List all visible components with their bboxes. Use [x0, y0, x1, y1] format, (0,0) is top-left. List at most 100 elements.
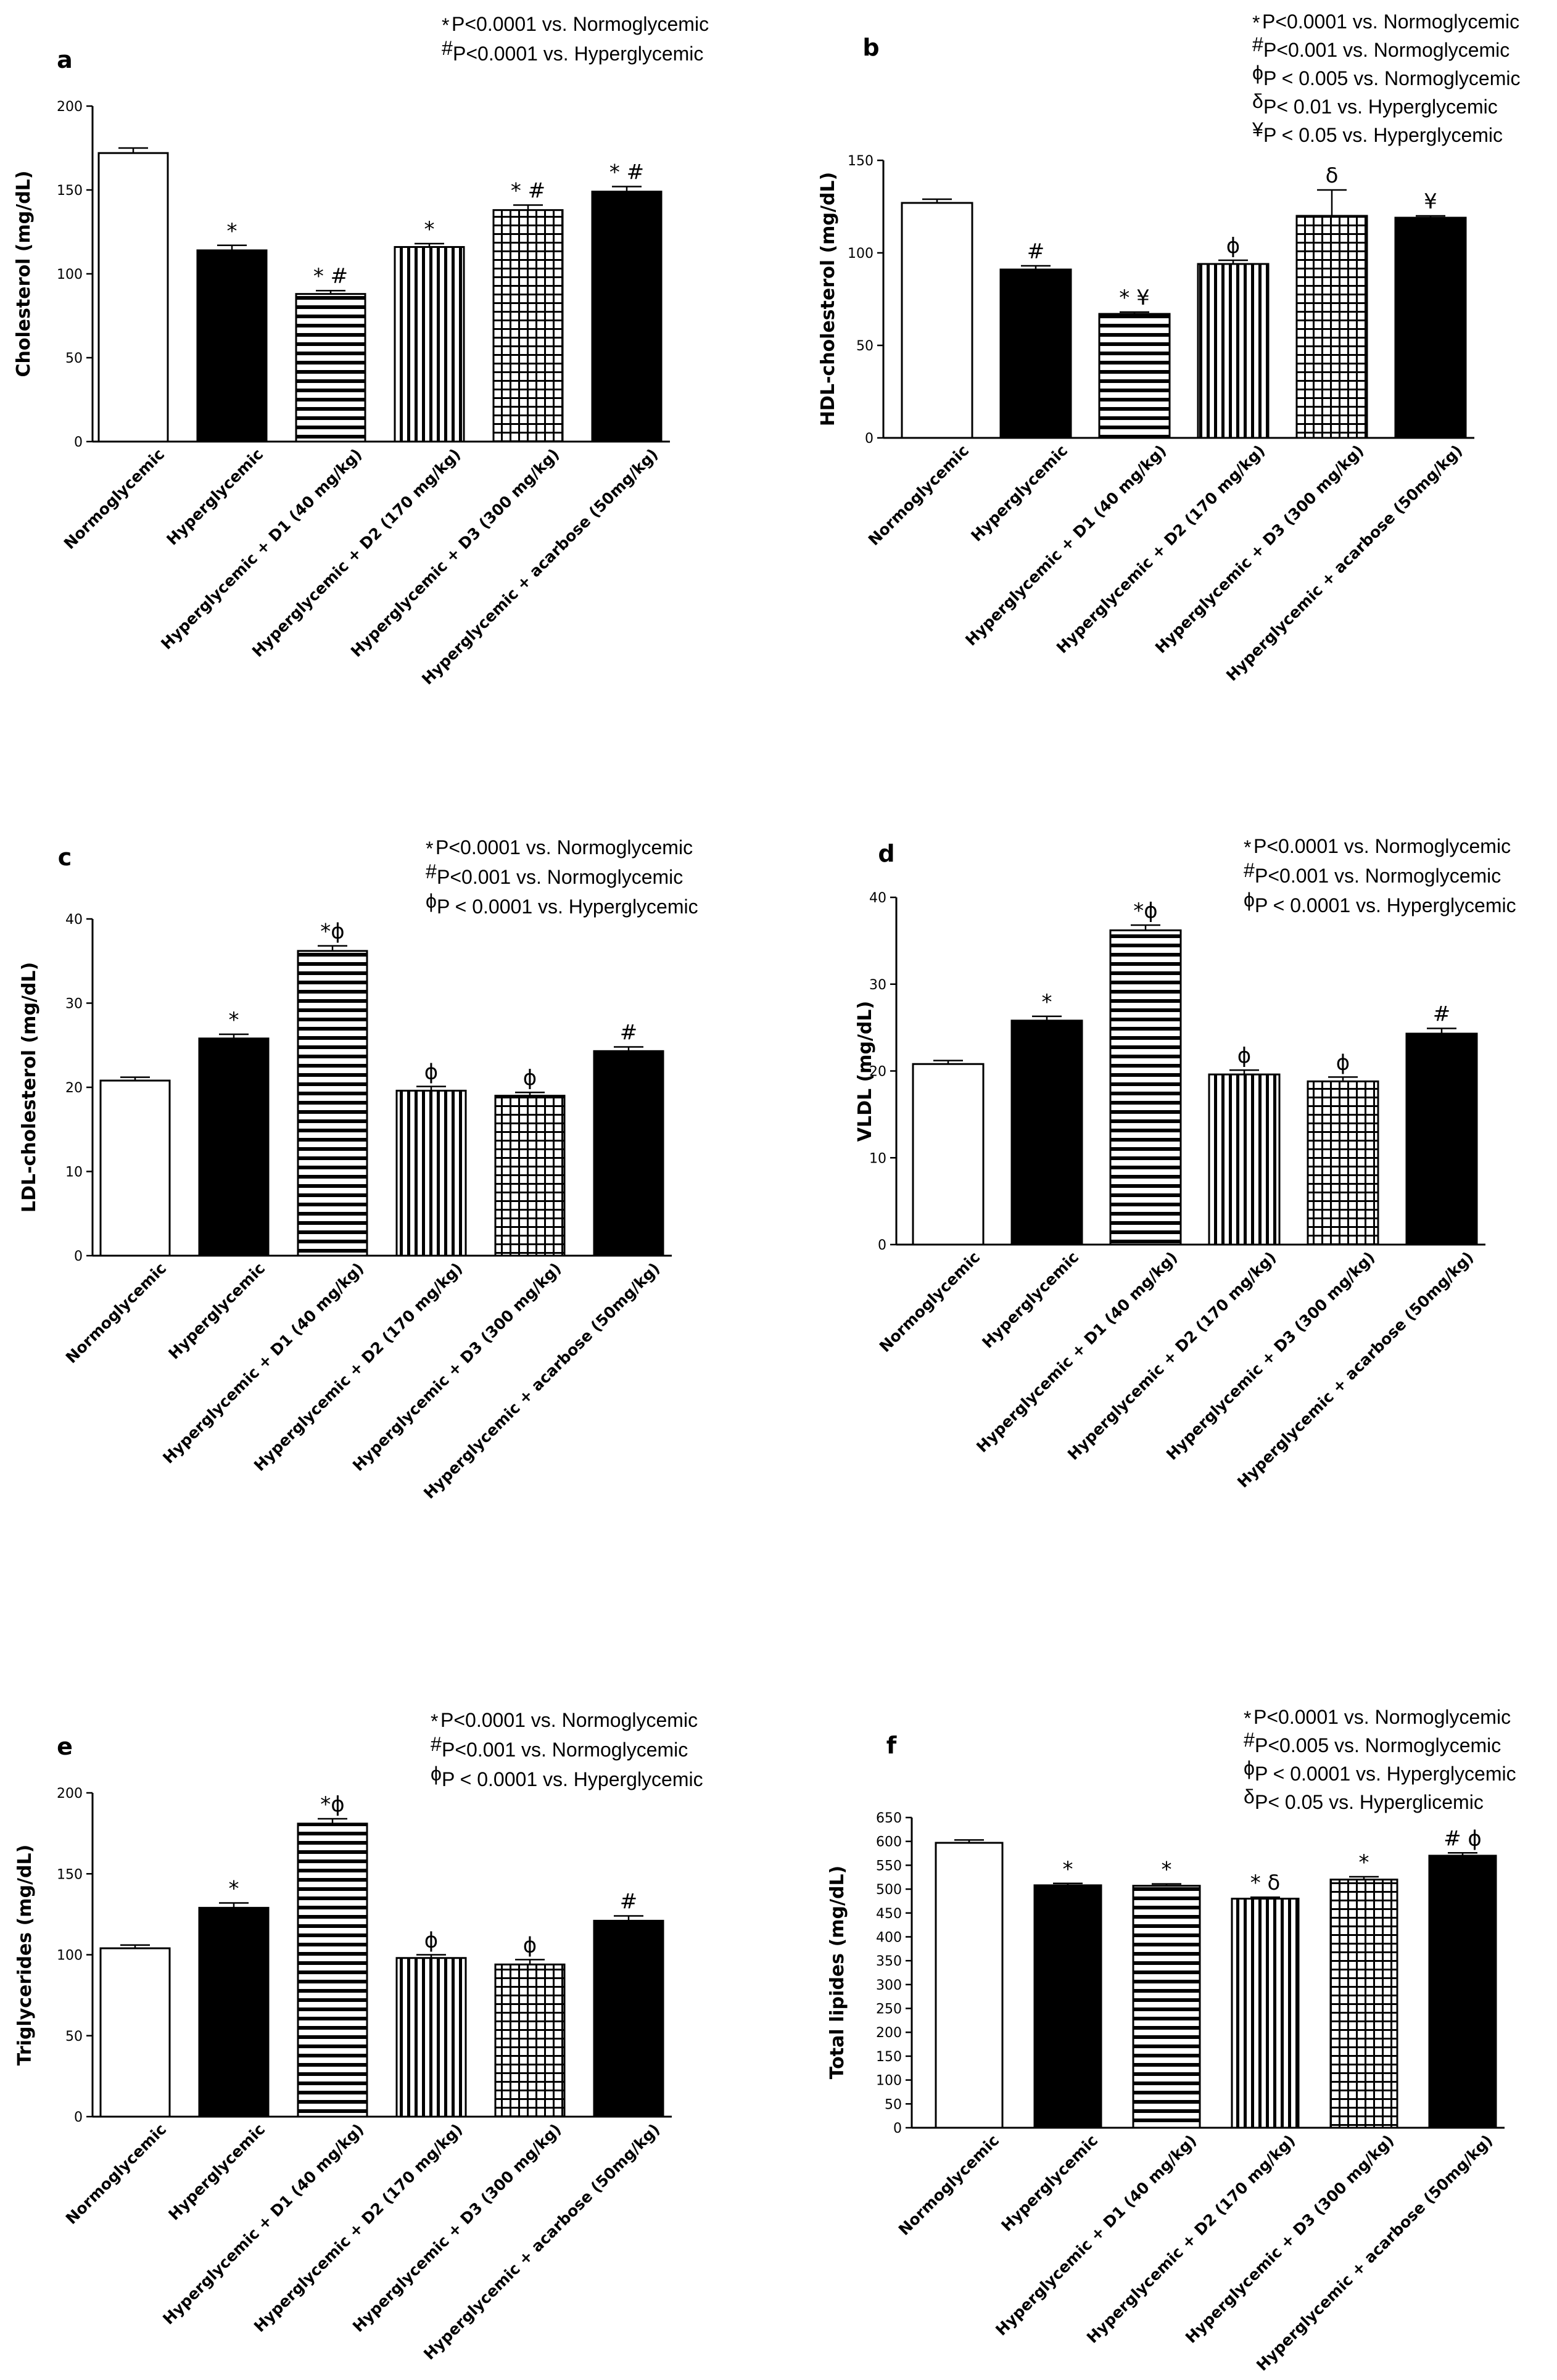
y-tick-label: 30	[869, 978, 886, 993]
legend-text: P<0.0001 vs. Normoglycemic	[1253, 835, 1511, 857]
y-tick-label: 150	[848, 154, 873, 169]
y-tick-label: 350	[876, 1954, 902, 1969]
y-tick-label: 500	[876, 1882, 902, 1898]
y-tick-label: 250	[876, 2002, 902, 2017]
category-label: Normoglycemic	[60, 445, 168, 553]
significance-marker: #	[620, 1020, 638, 1045]
category-label: Hyperglycemic + D3 (300 mg/kg)	[347, 445, 563, 661]
y-tick-label: 0	[74, 435, 83, 450]
y-axis-title: VLDL (mg/dL)	[854, 1001, 876, 1142]
legend-symbol: #	[431, 1733, 442, 1755]
y-axis-title: Triglycerides (mg/dL)	[14, 1845, 36, 2066]
category-label: Hyperglycemic + D2 (170 mg/kg)	[249, 445, 464, 661]
significance-marker: #	[620, 1890, 638, 1914]
bar	[1109, 929, 1182, 1246]
y-tick-label: 0	[878, 1238, 886, 1253]
legend-text: P<0.001 vs. Normoglycemic	[1255, 865, 1501, 887]
legend-symbol: *	[1244, 1707, 1251, 1729]
y-tick-label: 100	[876, 2073, 902, 2089]
bar	[297, 1822, 368, 2118]
category-label: Hyperglycemic	[978, 1248, 1082, 1352]
category-label: Normoglycemic	[876, 1248, 983, 1356]
legend-text: P<0.001 vs. Normoglycemic	[442, 1739, 688, 1761]
significance-marker: # ϕ	[1443, 1826, 1482, 1851]
bar	[1010, 1019, 1083, 1246]
category-label: Hyperglycemic + D1 (40 mg/kg)	[159, 1259, 367, 1467]
category-label: Hyperglycemic + D2 (170 mg/kg)	[1064, 1248, 1279, 1464]
bar	[395, 1957, 467, 2118]
chart-panel-d: d 0 10 20 30 40 VLDL (mg/dL) Normoglycemic * Hype…	[854, 835, 1516, 1491]
significance-marker: * #	[609, 160, 644, 185]
category-label: Normoglycemic	[62, 1259, 170, 1367]
category-label: Hyperglycemic + acarbose (50mg/kg)	[420, 2120, 663, 2363]
category-label: Hyperglycemic + D2 (170 mg/kg)	[1053, 442, 1268, 657]
legend-text: P < 0.0001 vs. Hyperglycemic	[1255, 894, 1516, 916]
y-tick-label: 100	[57, 1948, 83, 1964]
panel-letter: a	[57, 46, 73, 73]
y-tick-label: 20	[65, 1081, 83, 1096]
legend-text: P<0.0001 vs. Normoglycemic	[452, 13, 709, 35]
y-tick-label: 150	[57, 1867, 83, 1882]
bar	[999, 268, 1072, 439]
category-label: Hyperglycemic + D2 (170 mg/kg)	[250, 2120, 466, 2336]
category-label: Hyperglycemic + D2 (170 mg/kg)	[250, 1259, 466, 1475]
significance-marker: ϕ	[424, 1929, 438, 1953]
bar	[1295, 215, 1368, 439]
bar	[1208, 1073, 1281, 1246]
legend-text: P< 0.05 vs. Hyperglicemic	[1255, 1791, 1484, 1813]
legend-symbol: *	[426, 838, 433, 860]
category-label: Hyperglycemic	[163, 445, 266, 549]
bar	[99, 1079, 171, 1257]
y-axis-title: HDL-cholesterol (mg/dL)	[817, 172, 839, 426]
bar	[1132, 1885, 1201, 2129]
significance-marker: ϕ	[523, 1933, 537, 1958]
bar	[297, 950, 368, 1257]
category-label: Hyperglycemic + D1 (40 mg/kg)	[159, 2120, 367, 2328]
y-tick-label: 100	[848, 246, 873, 261]
category-label: Hyperglycemic	[997, 2131, 1101, 2235]
significance-marker: * #	[511, 178, 545, 203]
y-tick-label: 0	[74, 1249, 83, 1264]
y-tick-label: 50	[856, 339, 873, 354]
category-label: Hyperglycemic	[165, 1259, 268, 1363]
y-tick-label: 300	[876, 1978, 902, 1993]
significance-marker: ¥	[1424, 189, 1437, 214]
bar	[1197, 263, 1270, 439]
bar	[591, 191, 663, 443]
y-tick-label: 50	[885, 2097, 902, 2112]
y-axis-title: LDL-cholesterol (mg/dL)	[19, 962, 40, 1213]
significance-marker: *	[227, 219, 237, 244]
legend-symbol: ϕ	[1244, 889, 1255, 911]
bar	[1405, 1032, 1478, 1246]
category-label: Hyperglycemic + D3 (300 mg/kg)	[349, 1259, 564, 1475]
y-tick-label: 30	[65, 997, 83, 1012]
bar	[1428, 1855, 1497, 2129]
y-tick-label: 0	[74, 2110, 83, 2125]
significance-marker: * ¥	[1119, 286, 1149, 310]
y-tick-label: 450	[876, 1906, 902, 1922]
legend-symbol: *	[1252, 12, 1260, 34]
legend-symbol: #	[442, 37, 453, 59]
bar	[494, 1095, 566, 1257]
legend-symbol: #	[1252, 33, 1263, 56]
significance-marker: *	[1359, 1850, 1369, 1875]
bar	[901, 202, 973, 439]
bar	[593, 1919, 664, 2118]
significance-marker: *	[229, 1877, 239, 1901]
bar	[1231, 1898, 1300, 2129]
category-label: Normoglycemic	[865, 442, 972, 549]
bar	[196, 249, 268, 443]
significance-marker: #	[1433, 1002, 1451, 1027]
significance-marker: *ϕ	[320, 920, 344, 944]
bar	[1329, 1879, 1398, 2129]
y-tick-label: 50	[65, 351, 83, 366]
significance-marker: ϕ	[1336, 1050, 1350, 1075]
y-tick-label: 10	[869, 1151, 886, 1166]
y-tick-label: 200	[57, 99, 83, 115]
legend-text: P<0.0001 vs. Normoglycemic	[1253, 1706, 1511, 1728]
category-label: Hyperglycemic + acarbose (50mg/kg)	[418, 445, 661, 688]
category-label: Hyperglycemic + D1 (40 mg/kg)	[973, 1248, 1181, 1456]
y-tick-label: 400	[876, 1930, 902, 1945]
legend-symbol: *	[1244, 836, 1251, 859]
